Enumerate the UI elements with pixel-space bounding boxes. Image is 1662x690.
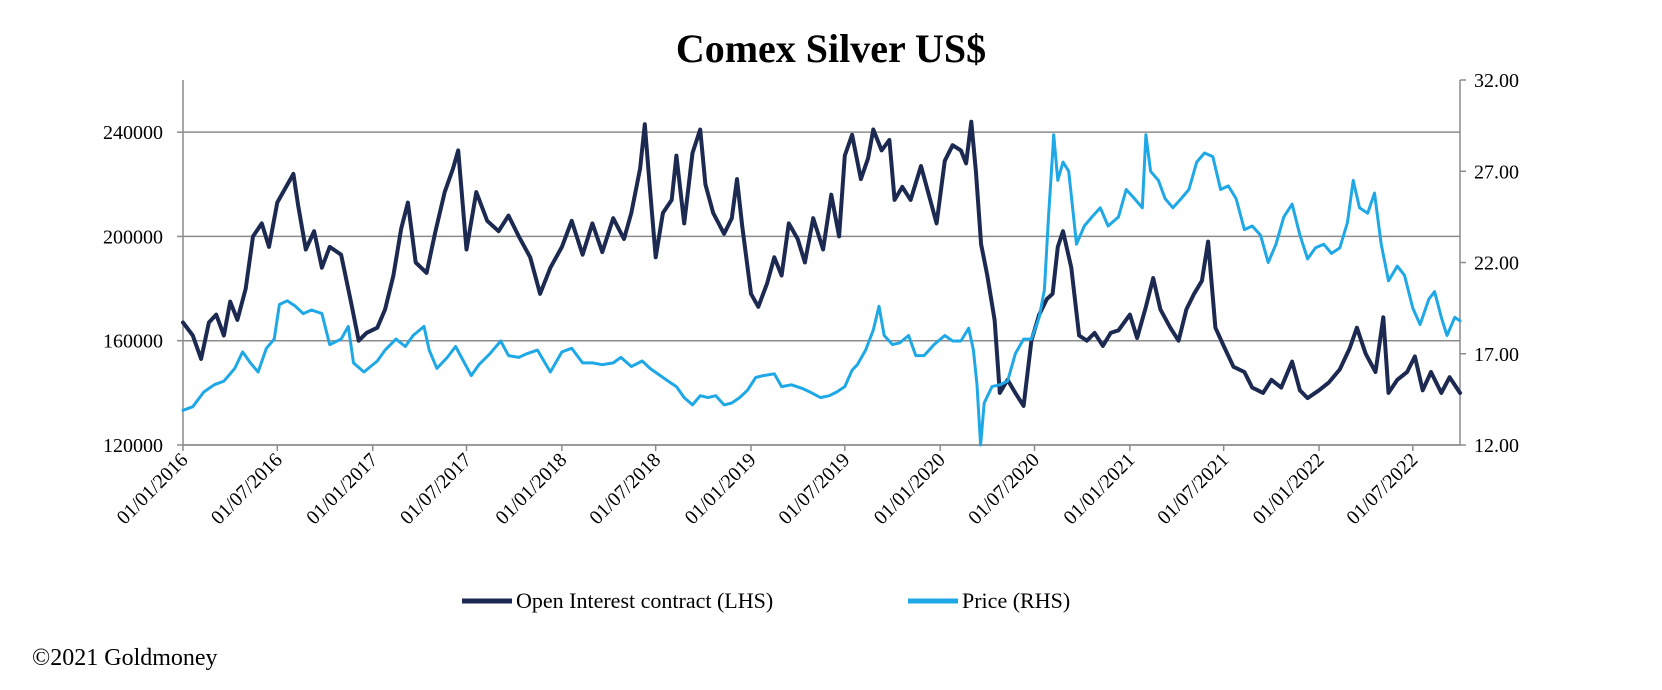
- series-line-0: [181, 119, 1462, 408]
- x-tick-label-11: 01/07/2021: [1153, 449, 1233, 529]
- y-right-tick-label-3: 27.00: [1474, 161, 1519, 183]
- y-left-tick-label-1: 160000: [103, 331, 163, 353]
- x-tick-label-10: 01/01/2021: [1059, 449, 1139, 529]
- y-right-tick-labels: 12.00 17.00 22.00 27.00 32.00: [1460, 70, 1519, 457]
- y-right-tick-label-2: 22.00: [1474, 253, 1519, 275]
- y-left-tick-label-3: 240000: [103, 122, 163, 144]
- chart-title: Comex Silver US$: [676, 26, 986, 71]
- legend-label-1: Price (RHS): [962, 588, 1070, 613]
- x-tick-label-1: 01/07/2016: [207, 449, 287, 529]
- legend-label-0: Open Interest contract (LHS): [516, 588, 773, 613]
- x-tick-label-12: 01/01/2022: [1249, 449, 1329, 529]
- x-tick-label-0: 01/01/2016: [113, 449, 193, 529]
- x-tick-label-7: 01/07/2019: [774, 449, 854, 529]
- x-tick-label-9: 01/07/2020: [964, 449, 1044, 529]
- x-tick-label-4: 01/01/2018: [491, 449, 571, 529]
- x-tick-label-8: 01/01/2020: [870, 449, 950, 529]
- y-left-tick-label-2: 200000: [103, 226, 163, 248]
- series-line-1: [181, 133, 1462, 447]
- y-left-tick-label-0: 120000: [103, 435, 163, 457]
- x-tick-label-6: 01/01/2019: [681, 449, 761, 529]
- series-lines: [181, 119, 1462, 447]
- y-left-tick-labels: 120000 160000 200000 240000: [103, 122, 183, 457]
- y-right-tick-label-1: 17.00: [1474, 344, 1519, 366]
- x-tick-labels: 01/01/2016 01/07/2016 01/01/2017 01/07/2017…: [113, 445, 1422, 529]
- x-tick-label-13: 01/07/2022: [1342, 449, 1422, 529]
- x-tick-label-2: 01/01/2017: [302, 449, 382, 529]
- legend: Open Interest contract (LHS) Price (RHS): [462, 588, 1070, 613]
- y-right-tick-label-0: 12.00: [1474, 435, 1519, 457]
- x-tick-label-3: 01/07/2017: [396, 449, 476, 529]
- y-right-tick-label-4: 32.00: [1474, 70, 1519, 92]
- copyright-text: ©2021 Goldmoney: [32, 645, 218, 671]
- x-tick-label-5: 01/07/2018: [585, 449, 665, 529]
